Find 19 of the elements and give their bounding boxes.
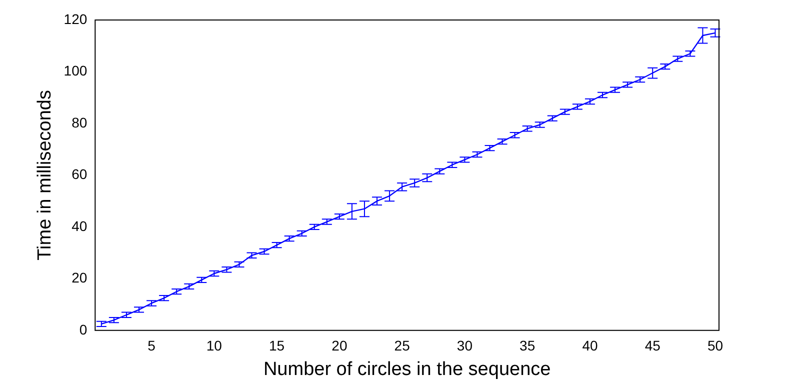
x-tick-label: 15	[269, 338, 285, 354]
y-tick-label: 40	[72, 218, 88, 234]
y-tick-label: 20	[72, 270, 88, 286]
y-tick-label: 100	[64, 62, 88, 79]
y-tick-label: 120	[64, 10, 88, 27]
x-tick-label: 10	[206, 338, 222, 354]
x-tick-label: 20	[332, 338, 348, 354]
x-tick-label: 5	[148, 338, 156, 354]
y-tick-label: 60	[72, 166, 88, 182]
x-axis-title: Number of circles in the sequence	[263, 358, 551, 380]
x-tick-label: 35	[520, 338, 536, 354]
x-tick-label: 50	[707, 338, 724, 354]
y-tick-label: 80	[72, 114, 88, 130]
x-tick-label: 45	[644, 338, 661, 354]
x-tick-label: 30	[456, 338, 473, 354]
x-tick-label: 40	[582, 338, 598, 354]
y-axis-title: Time in milliseconds	[34, 90, 56, 260]
x-tick-label: 25	[394, 338, 410, 354]
y-tick-label: 0	[79, 321, 88, 338]
